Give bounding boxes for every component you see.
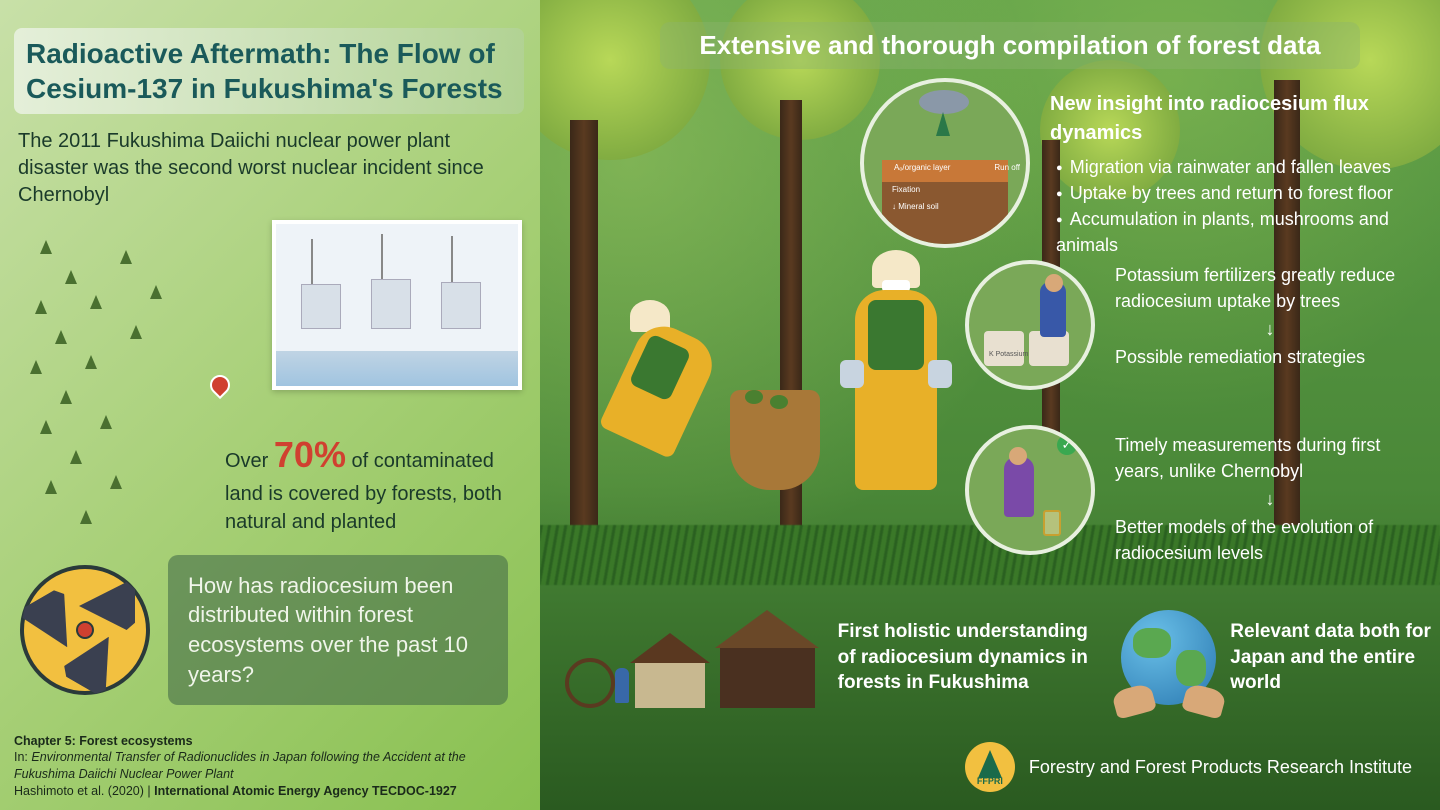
flux-info-block: New insight into radiocesium flux dynami… [1050,90,1430,258]
citation-source: Environmental Transfer of Radionuclides … [14,750,466,781]
village-illustration [560,598,830,718]
question-text: How has radiocesium been distributed wit… [168,555,508,706]
down-arrow-icon: ↓ [1115,316,1425,342]
bottom-summary-row: First holistic understanding of radioces… [540,585,1440,730]
footer-logo: FFPRI Forestry and Forest Products Resea… [965,742,1412,792]
flux-diagram-circle: Aₒ/organic layer Run off Fixation ↓ Mine… [860,78,1030,248]
soil-mineral-label: ↓ Mineral soil [892,202,939,211]
footer-org-name: Forestry and Forest Products Research In… [1029,757,1412,778]
stat-prefix: Over [225,450,274,472]
fertilizer-circle: K Potassium [965,260,1095,390]
flux-bullet-1: Migration via rainwater and fallen leave… [1056,154,1430,180]
fertilizer-line-1: Potassium fertilizers greatly reduce rad… [1115,262,1425,314]
flux-bullet-2: Uptake by trees and return to forest flo… [1056,180,1430,206]
down-arrow-icon: ↓ [1115,486,1425,512]
subtitle-text: The 2011 Fukushima Daiichi nuclear power… [18,128,508,209]
measurement-line-2: Better models of the evolution of radioc… [1115,514,1425,566]
radiation-icon [20,565,150,695]
ffpri-logo-icon: FFPRI [965,742,1015,792]
right-panel-title: Extensive and thorough compilation of fo… [660,22,1360,69]
main-title: Radioactive Aftermath: The Flow of Cesiu… [26,36,512,106]
question-row: How has radiocesium been distributed wit… [0,555,540,705]
measurement-line-1: Timely measurements during first years, … [1115,432,1425,484]
soil-organic-label: Aₒ/organic layer [894,163,950,172]
citation-block: Chapter 5: Forest ecosystems In: Environ… [14,733,524,801]
forest-stat: Over 70% of contaminated land is covered… [225,430,535,536]
title-box: Radioactive Aftermath: The Flow of Cesiu… [14,28,524,114]
flux-bullets: Migration via rainwater and fallen leave… [1050,154,1430,258]
fertilizer-info-block: Potassium fertilizers greatly reduce rad… [1115,262,1425,370]
flux-bullet-3: Accumulation in plants, mushrooms and an… [1056,206,1430,258]
citation-agency: International Atomic Energy Agency TECDO… [154,784,457,798]
citation-authors: Hashimoto et al. (2020) [14,784,144,798]
measurement-info-block: Timely measurements during first years, … [1115,432,1425,566]
soil-fixation-label: Fixation [892,185,920,194]
soil-runoff-label: Run off [994,163,1020,172]
measurement-circle: ✓ [965,425,1095,555]
citation-chapter: Chapter 5: Forest ecosystems [14,733,524,750]
bottom-text-2: Relevant data both for Japan and the ent… [1230,619,1440,696]
hands-icon [1114,687,1224,717]
left-panel: Radioactive Aftermath: The Flow of Cesiu… [0,0,540,810]
workers-illustration [600,240,980,560]
right-panel: Extensive and thorough compilation of fo… [540,0,1440,810]
bottom-text-1: First holistic understanding of radioces… [838,619,1108,696]
fertilizer-line-2: Possible remediation strategies [1115,344,1425,370]
power-plant-illustration [272,220,522,390]
flux-heading: New insight into radiocesium flux dynami… [1050,90,1430,148]
stat-percentage: 70% [274,434,346,475]
